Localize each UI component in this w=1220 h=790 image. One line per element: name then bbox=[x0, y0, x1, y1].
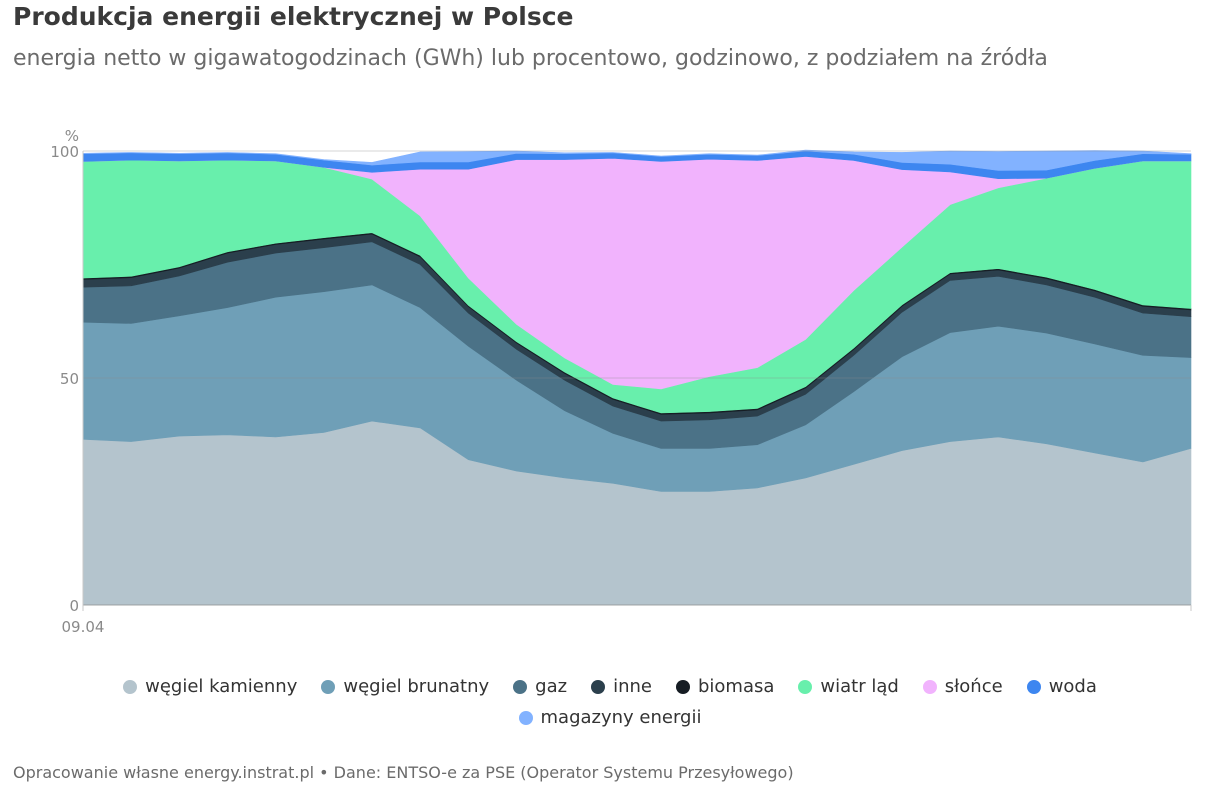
legend-item-inne[interactable]: inne bbox=[591, 676, 652, 697]
legend-label: magazyny energii bbox=[540, 707, 702, 728]
legend-item-slonce[interactable]: słońce bbox=[922, 676, 1003, 697]
y-tick-label: 0 bbox=[69, 597, 79, 615]
legend-swatch bbox=[1026, 679, 1041, 694]
legend-swatch bbox=[591, 679, 606, 694]
source-note: Opracowanie własne energy.instrat.pl • D… bbox=[13, 763, 794, 782]
legend-swatch bbox=[123, 679, 138, 694]
legend-swatch bbox=[922, 679, 937, 694]
legend-label: inne bbox=[613, 676, 652, 697]
legend-label: wiatr ląd bbox=[820, 676, 899, 697]
legend-label: biomasa bbox=[697, 676, 775, 697]
chart-subtitle: energia netto w gigawatogodzinach (GWh) … bbox=[13, 46, 1048, 71]
area-magazyny-energii bbox=[82, 149, 1192, 171]
legend-label: woda bbox=[1048, 676, 1097, 697]
legend-item-wegiel-brunatny[interactable]: węgiel brunatny bbox=[321, 676, 489, 697]
legend-swatch bbox=[518, 710, 533, 725]
legend-swatch bbox=[513, 679, 528, 694]
chart-legend: węgiel kamienny węgiel brunatny gaz inne bio… bbox=[100, 676, 1120, 728]
y-tick-label: 50 bbox=[60, 370, 79, 388]
y-tick-label: 100 bbox=[50, 143, 79, 161]
y-axis-unit: % bbox=[65, 127, 79, 145]
legend-swatch bbox=[321, 679, 336, 694]
legend-label: węgiel kamienny bbox=[145, 676, 298, 697]
legend-swatch bbox=[675, 679, 690, 694]
legend-label: gaz bbox=[535, 676, 568, 697]
legend-item-magazyny-energii[interactable]: magazyny energii bbox=[518, 707, 702, 728]
legend-item-wiatr-lad[interactable]: wiatr ląd bbox=[798, 676, 899, 697]
legend-label: słońce bbox=[944, 676, 1003, 697]
legend-item-wegiel-kamienny[interactable]: węgiel kamienny bbox=[123, 676, 297, 697]
x-tick-label: 09.04 bbox=[62, 618, 105, 636]
stacked-area-chart: 0 50 100% 09.04 bbox=[50, 127, 1192, 636]
legend-item-gaz[interactable]: gaz bbox=[513, 676, 567, 697]
legend-item-woda[interactable]: woda bbox=[1026, 676, 1097, 697]
legend-swatch bbox=[798, 679, 813, 694]
chart-title: Produkcja energii elektrycznej w Polsce bbox=[13, 2, 574, 31]
legend-label: węgiel brunatny bbox=[343, 676, 490, 697]
legend-item-biomasa[interactable]: biomasa bbox=[675, 676, 775, 697]
